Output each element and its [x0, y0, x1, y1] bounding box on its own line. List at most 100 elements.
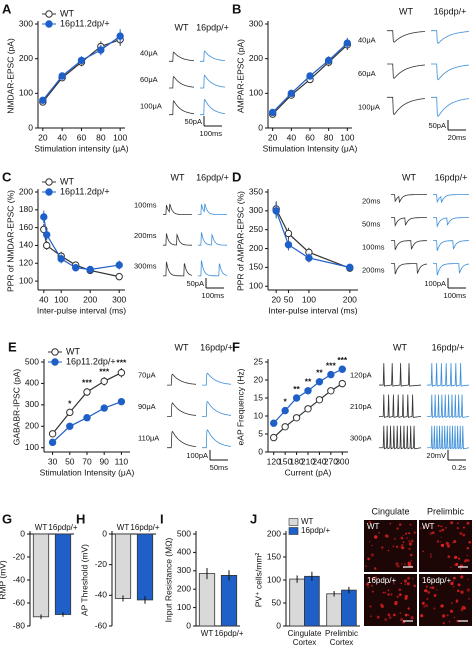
- data-point: [343, 39, 352, 47]
- trace: [391, 263, 428, 275]
- trace-row-label: 300ms: [134, 262, 157, 271]
- category-label: WT: [35, 523, 48, 532]
- y-tick-label: 200: [177, 583, 191, 593]
- y-tick-label: 150: [249, 262, 263, 272]
- scale-label: 100ms: [443, 291, 466, 300]
- micrograph-cell: [468, 597, 471, 600]
- trace: [163, 261, 193, 277]
- x-tick-label: 70: [82, 456, 92, 466]
- micrograph-cell: [420, 614, 424, 618]
- x-tick-label: 20: [38, 132, 48, 142]
- micrograph-cell: [404, 583, 407, 585]
- micrograph-cell: [370, 584, 374, 587]
- micrograph-cell: [466, 588, 471, 592]
- y-tick-label: 300: [249, 18, 263, 28]
- micrograph-cell: [370, 553, 374, 557]
- data-point: [287, 89, 296, 98]
- y-tick-label: 15: [254, 392, 264, 402]
- x-tick-label: 270: [324, 456, 338, 466]
- micrograph-cell: [404, 613, 408, 617]
- y-tick-label: 350: [249, 186, 263, 196]
- y-tick-label: 10: [254, 410, 264, 420]
- micrograph-cell: [449, 566, 452, 569]
- y-axis-label: AMPAR-EPSC (pA): [235, 39, 245, 113]
- trace: [167, 430, 196, 449]
- data-point: [315, 378, 324, 386]
- micrograph-cell: [437, 524, 440, 527]
- micrograph-cell: [460, 575, 464, 579]
- micrograph-cell: [466, 578, 469, 581]
- series-line: [275, 210, 350, 268]
- scale-label: 100pA: [424, 279, 446, 288]
- data-point: [327, 387, 335, 395]
- micrograph-cell: [392, 545, 395, 548]
- bar: [54, 533, 72, 615]
- y-tick-label: 0: [276, 620, 281, 630]
- category-label: WT: [117, 523, 130, 532]
- trace: [427, 425, 470, 450]
- significance: **: [305, 376, 312, 386]
- legend-marker: [45, 178, 53, 186]
- data-point: [304, 387, 312, 395]
- micrograph-cell: [466, 547, 470, 550]
- micrograph-cell: [440, 536, 442, 538]
- x-tick-label: 20: [268, 132, 278, 142]
- data-point: [43, 241, 51, 250]
- scale-label: 20ms: [448, 133, 467, 142]
- trace: [427, 394, 470, 419]
- micrograph-cell: [389, 581, 391, 583]
- y-tick-label: 100: [19, 88, 33, 98]
- y-tick-label: 200: [19, 53, 33, 63]
- category-label: 16pdp/+: [48, 523, 77, 532]
- x-tick-label: 120: [267, 456, 281, 466]
- micrograph-cell: [396, 527, 399, 530]
- panel-label: D: [232, 169, 241, 184]
- x-axis-label: Stimulation Intensity (μA): [40, 467, 135, 477]
- y-axis-label: RMP (mV): [0, 560, 7, 600]
- trace: [163, 233, 192, 246]
- trace-column-label: WT: [171, 172, 185, 182]
- trace-row-label: 70μA: [138, 371, 156, 380]
- trace: [379, 425, 422, 450]
- trace-row-label: 40μA: [358, 36, 376, 45]
- micrograph-cell: [433, 607, 436, 610]
- y-tick-label: 50: [272, 597, 282, 607]
- micrograph-cell: [369, 605, 372, 608]
- trace: [431, 63, 469, 81]
- trace-column-label: 16pdp/+: [434, 6, 467, 16]
- trace: [433, 217, 469, 228]
- micrograph-column-label: Prelimbic: [427, 506, 465, 516]
- bar: [289, 578, 305, 627]
- scale-label: 100ms: [201, 291, 224, 300]
- micrograph-cell: [463, 526, 465, 529]
- micrograph-cell: [410, 560, 412, 562]
- trace: [202, 372, 232, 386]
- y-axis-label: eAP Frequency (Hz): [235, 368, 245, 445]
- trace-column-label: 16pdp/+: [435, 172, 468, 182]
- micrograph-cell: [410, 616, 414, 620]
- micrograph-cell: [398, 588, 402, 592]
- x-tick-label: 300: [335, 456, 349, 466]
- y-tick-label: 300: [177, 565, 191, 575]
- data-point: [272, 207, 280, 215]
- trace: [169, 100, 194, 116]
- micrograph-cell: [409, 553, 413, 557]
- trace: [200, 50, 225, 62]
- micrograph-cell: [406, 537, 408, 539]
- micrograph-cell: [412, 578, 414, 580]
- trace: [427, 363, 470, 387]
- trace: [202, 429, 232, 449]
- legend-marker: [51, 358, 59, 366]
- trace-row-label: 50ms: [362, 219, 381, 228]
- trace-row-label: 110μA: [138, 433, 159, 442]
- micrograph-cell: [454, 555, 457, 559]
- y-tick-label: 500: [177, 528, 191, 538]
- micrograph-cell: [440, 604, 444, 608]
- y-axis-label: PPR of AMPAR-EPSC (%): [235, 191, 245, 291]
- micrograph-cell: [367, 557, 370, 561]
- trace-row-label: 90μA: [138, 402, 156, 411]
- scale-label: 100pA: [186, 451, 208, 460]
- trace-column-label: 16pdp/+: [432, 342, 465, 352]
- micrograph-cell: [429, 586, 432, 589]
- micrograph-cell: [427, 591, 431, 594]
